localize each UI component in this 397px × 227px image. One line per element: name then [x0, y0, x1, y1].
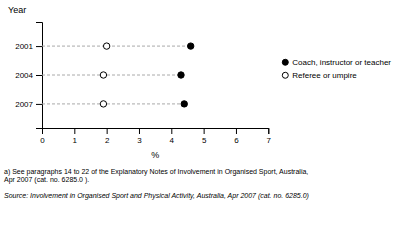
- dot: [103, 43, 109, 49]
- y-tick: 2001: [15, 42, 42, 51]
- y-tick-label: 2001: [15, 42, 33, 51]
- y-tick-label: 2007: [15, 100, 33, 109]
- x-tick-label: 1: [73, 136, 78, 145]
- x-tick-mark: [204, 128, 205, 134]
- y-axis: 2001 2004 2007: [15, 23, 42, 129]
- plot-area: 0 1 2 3 4 5 6 7 2001 2004 2007: [15, 23, 271, 145]
- y-tick: 2007: [15, 100, 42, 109]
- legend-item: Referee or umpire: [282, 71, 357, 80]
- x-tick-mark: [268, 128, 269, 134]
- x-tick: 2: [105, 128, 110, 145]
- dot: [181, 101, 187, 107]
- x-tick-label: 7: [267, 136, 272, 145]
- legend-item: Coach, instructor or teacher: [282, 58, 391, 67]
- leader-line: [42, 75, 181, 76]
- x-axis: 0 1 2 3 4 5 6 7: [40, 128, 271, 145]
- dot: [100, 72, 106, 78]
- y-tick-mark: [36, 104, 42, 105]
- x-axis-title: %: [151, 150, 159, 160]
- x-tick-label: 2: [105, 136, 110, 145]
- y-tick-label: 2004: [15, 71, 33, 80]
- x-axis-line: [43, 129, 269, 135]
- annotation-line: a) See paragraphs 14 to 22 of the Explan…: [4, 168, 308, 176]
- y-axis-line: [36, 23, 43, 129]
- x-tick: 0: [40, 128, 45, 145]
- legend: Coach, instructor or teacher Referee or u…: [282, 58, 391, 80]
- y-axis-title: Year: [8, 5, 26, 15]
- annotation-line: Apr 2007 (cat. no. 6285.0 ).: [4, 176, 89, 184]
- dot: [178, 72, 184, 78]
- leader-line: [42, 46, 191, 47]
- leader-line: [42, 103, 184, 104]
- dot: [100, 101, 106, 107]
- legend-label: Referee or umpire: [292, 71, 357, 80]
- y-tick-mark: [36, 46, 42, 47]
- legend-marker: [282, 72, 288, 78]
- x-tick: 3: [137, 128, 142, 145]
- x-tick-mark: [74, 128, 75, 134]
- x-tick-label: 3: [137, 136, 142, 145]
- x-tick-label: 5: [202, 136, 207, 145]
- x-tick: 4: [170, 128, 175, 145]
- x-tick-label: 0: [40, 136, 45, 145]
- x-tick-mark: [107, 128, 108, 134]
- annotation: a) See paragraphs 14 to 22 of the Explan…: [4, 168, 308, 184]
- x-tick: 5: [202, 128, 207, 145]
- x-tick: 7: [267, 128, 272, 145]
- dot: [187, 43, 193, 49]
- legend-marker: [282, 59, 288, 65]
- source: Source: Involvement in Organised Sport a…: [4, 192, 309, 200]
- y-tick-mark: [36, 75, 42, 76]
- x-tick: 1: [73, 128, 78, 145]
- x-tick-mark: [139, 128, 140, 134]
- x-tick-mark: [171, 128, 172, 134]
- x-tick-label: 4: [170, 136, 175, 145]
- x-tick-label: 6: [234, 136, 239, 145]
- x-tick: 6: [234, 128, 239, 145]
- chart: Coach, instructor or teacher Referee or u…: [0, 0, 397, 227]
- legend-label: Coach, instructor or teacher: [292, 58, 391, 67]
- marks: [42, 43, 194, 107]
- x-tick-mark: [236, 128, 237, 134]
- y-tick: 2004: [15, 71, 42, 80]
